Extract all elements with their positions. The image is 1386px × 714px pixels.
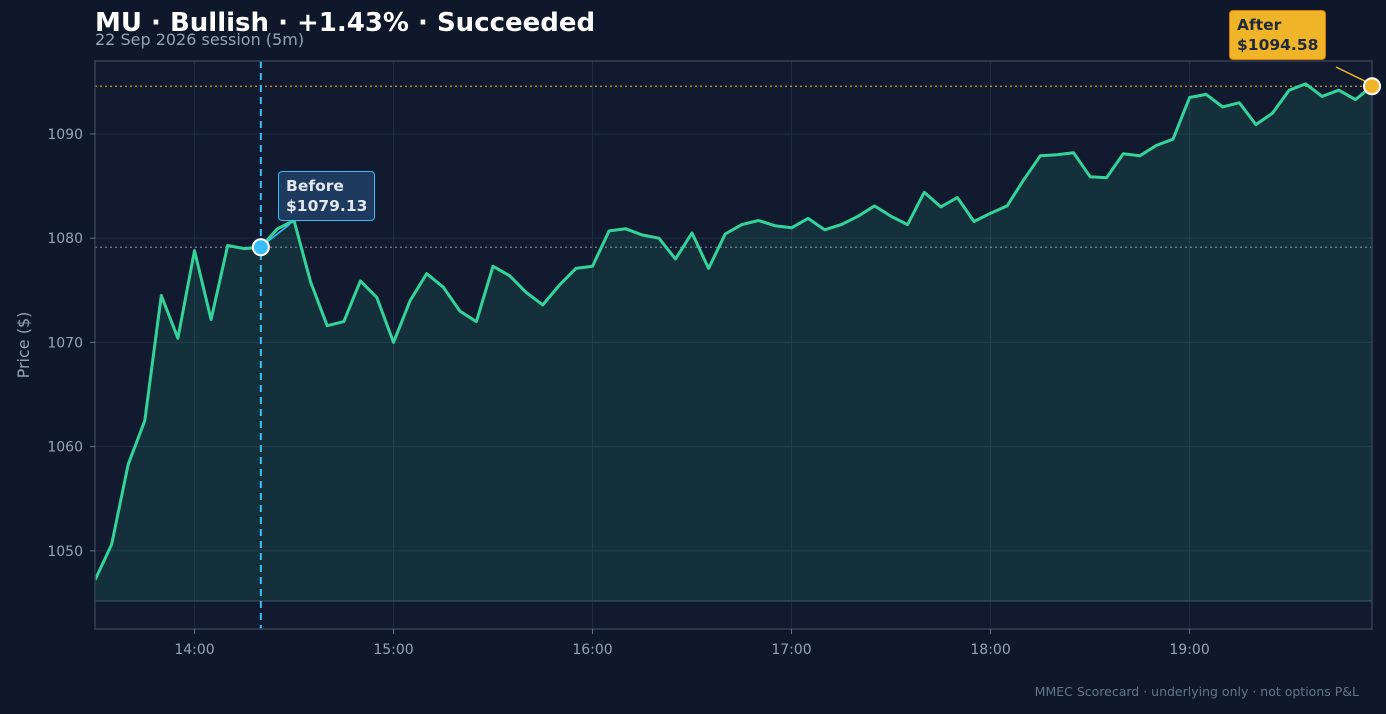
y-tick-label: 1090: [47, 127, 83, 143]
before-callout-arrow: [266, 223, 291, 243]
x-axis: 14:00 15:00 16:00 17:00 18:00 19:00: [174, 629, 1210, 658]
y-tick-label: 1050: [47, 544, 83, 560]
x-tick-label: 16:00: [572, 642, 612, 658]
y-axis: 1050 1060 1070 1080 1090: [47, 127, 95, 560]
after-callout: After $1094.58: [1229, 10, 1327, 60]
plot-frame: [94, 60, 1373, 630]
after-marker: [1363, 77, 1381, 96]
x-tick-label: 17:00: [771, 642, 811, 658]
before-value: $1079.13: [286, 197, 368, 215]
y-tick-label: 1060: [47, 440, 83, 456]
after-callout-arrow: [1335, 66, 1366, 82]
before-marker: [251, 238, 270, 257]
plot-background: [95, 61, 1372, 629]
grid: [95, 61, 1372, 629]
x-tick-label: 14:00: [174, 642, 214, 658]
after-label: After: [1237, 16, 1282, 34]
y-tick-label: 1070: [47, 335, 83, 351]
x-tick-label: 19:00: [1169, 642, 1209, 658]
chart-subtitle: 22 Sep 2026 session (5m): [95, 30, 305, 49]
y-axis-label: Price ($): [14, 312, 33, 379]
before-label: Before: [286, 177, 344, 195]
price-area-fill: [95, 83, 1372, 601]
footer-note: MMEC Scorecard · underlying only · not o…: [1034, 684, 1359, 699]
price-line: [95, 82, 1372, 581]
after-value: $1094.58: [1237, 36, 1319, 54]
x-tick-label: 15:00: [373, 642, 413, 658]
before-callout: Before $1079.13: [278, 171, 376, 221]
chart-title: MU · Bullish · +1.43% · Succeeded: [95, 8, 596, 38]
y-tick-label: 1080: [47, 231, 83, 247]
x-tick-label: 18:00: [970, 642, 1010, 658]
